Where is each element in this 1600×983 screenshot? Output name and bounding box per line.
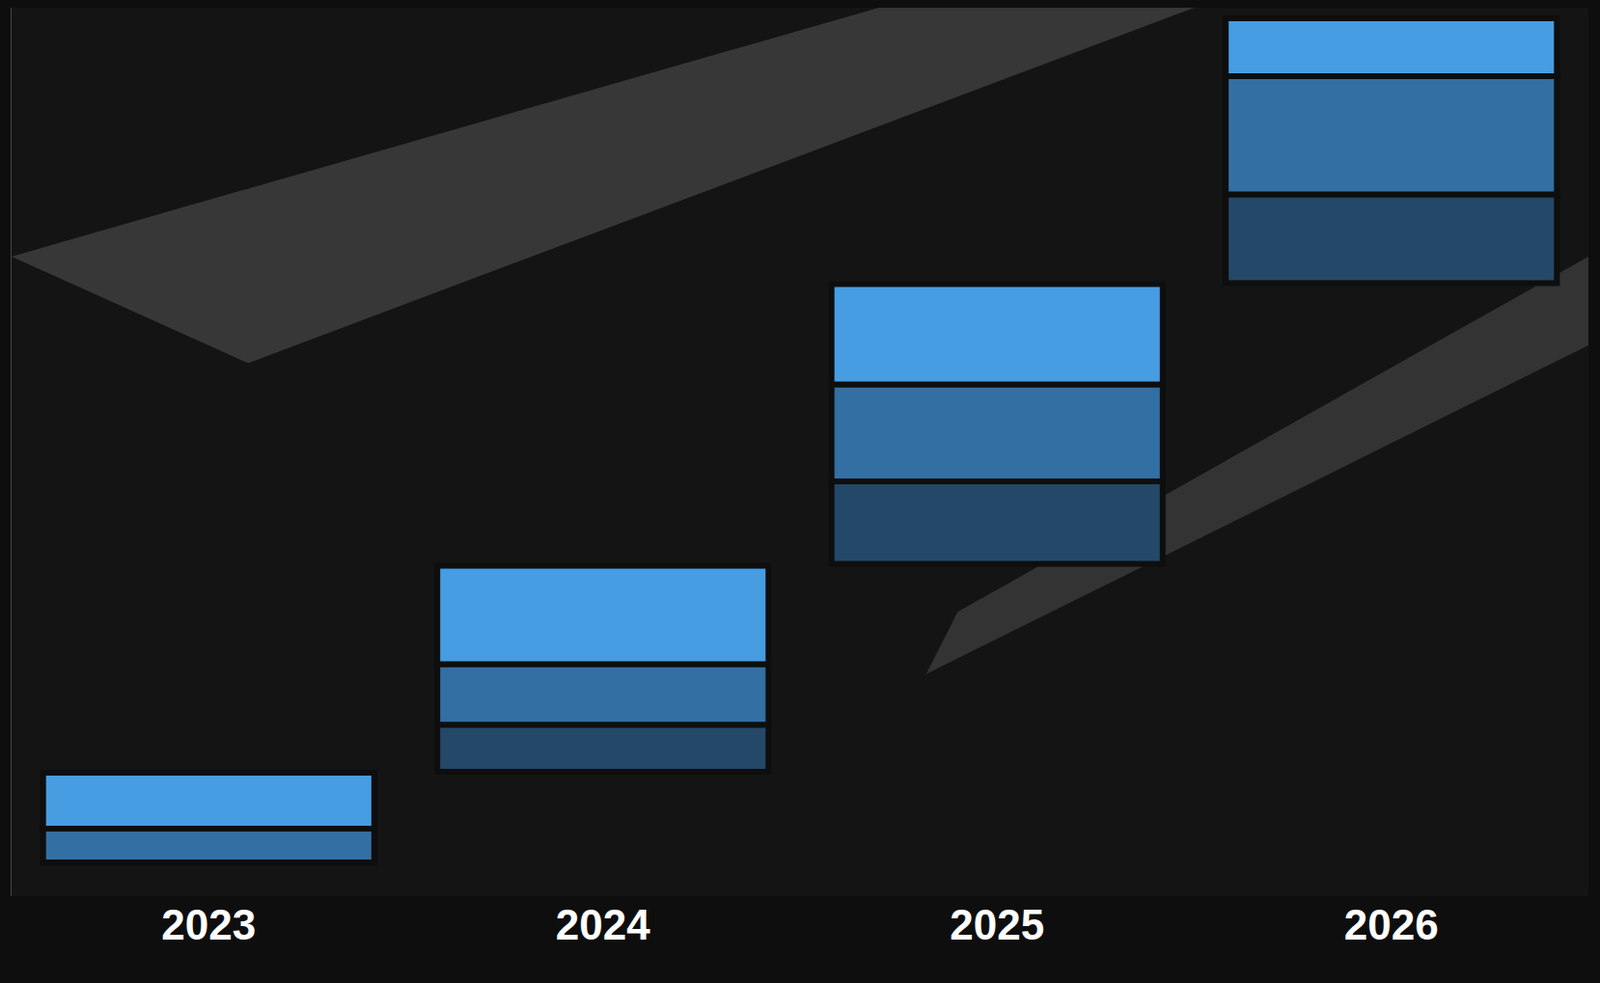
svg-text:2026: 2026 bbox=[1344, 901, 1439, 949]
svg-text:2025: 2025 bbox=[949, 901, 1045, 949]
svg-text:2023: 2023 bbox=[161, 901, 256, 949]
svg-text:2024: 2024 bbox=[555, 901, 651, 949]
